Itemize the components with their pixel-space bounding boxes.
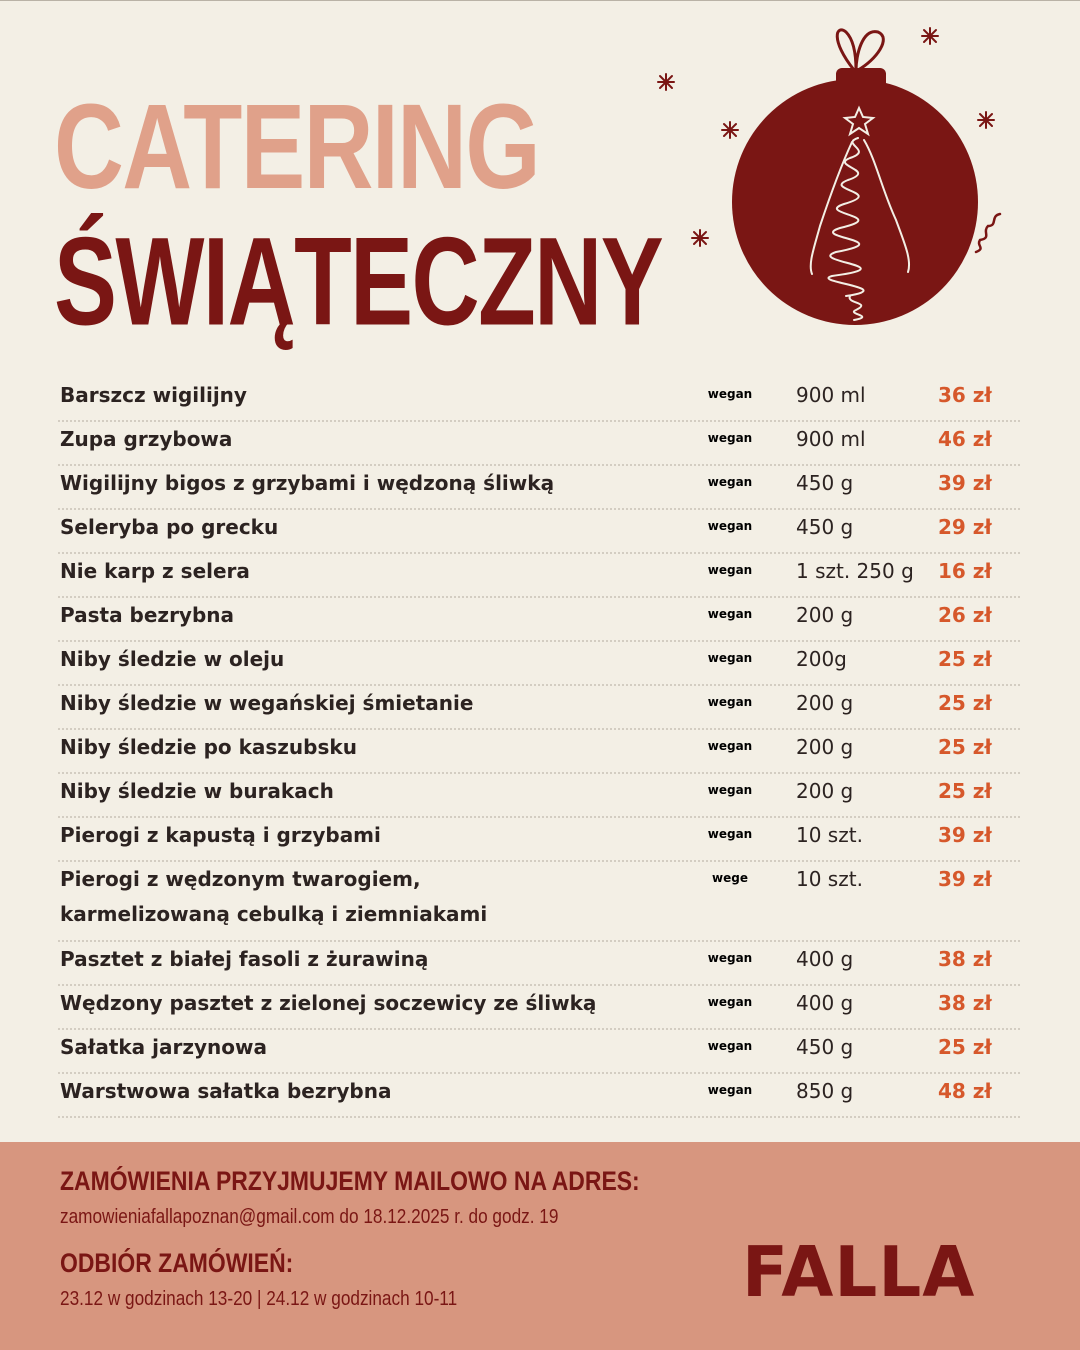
menu-item-name-line-2: karmelizowaną cebulką i ziemniakami [60,902,488,926]
menu-item-name: Pasztet z białej fasoli z żurawiną [60,947,429,971]
menu-item-quantity: 200 g [796,735,854,759]
menu-item-price: 26 zł [938,603,992,627]
menu-item-price: 38 zł [938,947,992,971]
diet-badge: wegan [707,739,753,753]
menu-item-quantity: 900 ml [796,383,866,407]
pickup-heading: ODBIÓR ZAMÓWIEŃ: [60,1248,294,1278]
diet-badge: wege [712,871,748,885]
menu-item-quantity: 450 g [796,1035,854,1059]
menu-item: Niby śledzie w burakach wegan 200 g 25 zł [58,774,1020,818]
menu-item-price: 25 zł [938,735,992,759]
menu-item-name: Niby śledzie w burakach [60,779,334,803]
diet-badge: wegan [707,1039,753,1053]
menu-item-price: 29 zł [938,515,992,539]
diet-badge: wegan [707,519,753,533]
menu-item-price: 39 zł [938,867,992,891]
menu-item-name: Barszcz wigilijny [60,383,247,407]
menu-item: Wędzony pasztet z zielonej soczewicy ze … [58,986,1020,1030]
menu-list: Barszcz wigilijny wegan 900 ml 36 zł Zupa gr… [58,378,1020,1118]
menu-item-name: Niby śledzie w wegańskiej śmietanie [60,691,474,715]
diet-badge: wegan [707,951,753,965]
menu-item-name: Seleryba po grecku [60,515,279,539]
menu-item-quantity: 450 g [796,515,854,539]
diet-badge: wegan [707,475,753,489]
menu-item-price: 39 zł [938,471,992,495]
menu-item-quantity: 200 g [796,691,854,715]
menu-item-price: 16 zł [938,559,992,583]
menu-item-name: Nie karp z selera [60,559,250,583]
menu-item: Barszcz wigilijny wegan 900 ml 36 zł [58,378,1020,422]
menu-item-quantity: 200 g [796,603,854,627]
menu-item-quantity: 400 g [796,947,854,971]
menu-item-price: 46 zł [938,427,992,451]
title-line-1: CATERING [54,80,541,215]
menu-item-quantity: 450 g [796,471,854,495]
menu-item: Sałatka jarzynowa wegan 450 g 25 zł [58,1030,1020,1074]
diet-badge: wegan [707,607,753,621]
menu-item-price: 25 zł [938,647,992,671]
menu-item: Pasztet z białej fasoli z żurawiną wegan 4… [58,942,1020,986]
menu-item-name: Pasta bezrybna [60,603,235,627]
menu-item-price: 36 zł [938,383,992,407]
menu-item-name: Wędzony pasztet z zielonej soczewicy ze … [60,991,597,1015]
menu-item-quantity: 850 g [796,1079,854,1103]
diet-badge: wegan [707,1083,753,1097]
orders-text: zamowieniafallapoznan@gmail.com do 18.12… [60,1206,559,1228]
menu-item-name: Sałatka jarzynowa [60,1035,267,1059]
menu-item-price: 25 zł [938,691,992,715]
orders-heading: ZAMÓWIENIA PRZYJMUJEMY MAILOWO NA ADRES: [60,1166,640,1196]
title-line-2: ŚWIĄTECZNY [54,212,664,353]
menu-item-quantity: 10 szt. [796,823,863,847]
menu-item: Nie karp z selera wegan 1 szt. 250 g 16 zł [58,554,1020,598]
menu-item-price: 38 zł [938,991,992,1015]
menu-item-quantity: 1 szt. 250 g [796,559,914,583]
top-border [0,0,1080,1]
menu-item: Niby śledzie w wegańskiej śmietanie wegan… [58,686,1020,730]
menu-item-name: Niby śledzie w oleju [60,647,285,671]
menu-item-name: Wigilijny bigos z grzybami i wędzoną śli… [60,471,555,495]
diet-badge: wegan [707,783,753,797]
menu-item: Pierogi z wędzonym twarogiem, karmelizowa… [58,862,1020,942]
menu-item: Zupa grzybowa wegan 900 ml 46 zł [58,422,1020,466]
diet-badge: wegan [707,563,753,577]
menu-item-name: Pierogi z wędzonym twarogiem, [60,867,421,891]
menu-item: Pierogi z kapustą i grzybami wegan 10 szt.… [58,818,1020,862]
menu-item-price: 48 zł [938,1079,992,1103]
menu-item-quantity: 10 szt. [796,867,863,891]
menu-item-price: 39 zł [938,823,992,847]
menu-item-quantity: 200g [796,647,847,671]
menu-item: Wigilijny bigos z grzybami i wędzoną śli… [58,466,1020,510]
diet-badge: wegan [707,827,753,841]
menu-item-name: Zupa grzybowa [60,427,233,451]
menu-item-price: 25 zł [938,1035,992,1059]
diet-badge: wegan [707,651,753,665]
pickup-text: 23.12 w godzinach 13-20 | 24.12 w godzin… [60,1288,458,1310]
footer [0,1142,1080,1350]
diet-badge: wegan [707,431,753,445]
menu-item-price: 25 zł [938,779,992,803]
menu-item: Warstwowa sałatka bezrybna wegan 850 g 48 z… [58,1074,1020,1118]
menu-item-name: Warstwowa sałatka bezrybna [60,1079,392,1103]
diet-badge: wegan [707,995,753,1009]
christmas-ornament-with-tree-icon [657,27,1002,325]
falla-logo: FALLA [742,1232,976,1313]
menu-item: Niby śledzie po kaszubsku wegan 200 g 25 zł [58,730,1020,774]
menu-item-quantity: 400 g [796,991,854,1015]
menu-item: Pasta bezrybna wegan 200 g 26 zł [58,598,1020,642]
diet-badge: wegan [707,387,753,401]
menu-item: Seleryba po grecku wegan 450 g 29 zł [58,510,1020,554]
menu-item-quantity: 900 ml [796,427,866,451]
menu-item-name: Niby śledzie po kaszubsku [60,735,357,759]
diet-badge: wegan [707,695,753,709]
menu-item-quantity: 200 g [796,779,854,803]
menu-item-name: Pierogi z kapustą i grzybami [60,823,381,847]
menu-item: Niby śledzie w oleju wegan 200g 25 zł [58,642,1020,686]
